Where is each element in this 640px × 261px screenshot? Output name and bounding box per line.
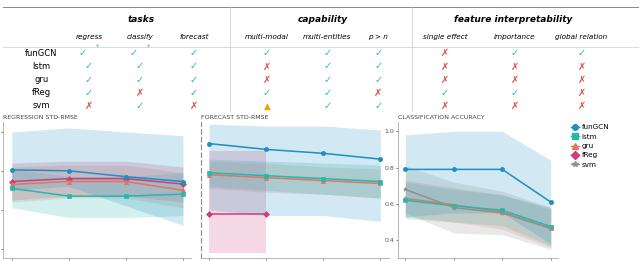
Text: ✗: ✗ bbox=[85, 101, 93, 111]
Text: CLASSIFICATION ACCURACY: CLASSIFICATION ACCURACY bbox=[398, 115, 484, 120]
Text: single effect: single effect bbox=[422, 34, 467, 40]
Text: ✓: ✓ bbox=[136, 62, 144, 72]
Text: p > n: p > n bbox=[368, 34, 388, 40]
Text: ✓: ✓ bbox=[129, 48, 138, 58]
Text: ✓: ✓ bbox=[374, 48, 382, 58]
Text: ✓: ✓ bbox=[323, 62, 332, 72]
Text: ✓: ✓ bbox=[374, 75, 382, 85]
Text: ✓: ✓ bbox=[441, 88, 449, 98]
Text: ✓: ✓ bbox=[323, 101, 332, 111]
Text: ✓: ✓ bbox=[323, 88, 332, 98]
Legend: funGCN, lstm, gru, fReg, svm: funGCN, lstm, gru, fReg, svm bbox=[571, 124, 609, 168]
Text: ✗: ✗ bbox=[441, 62, 449, 72]
Text: *: * bbox=[95, 44, 99, 50]
Text: *: * bbox=[147, 44, 150, 50]
Text: ✗: ✗ bbox=[136, 88, 144, 98]
Text: FORECAST STD-RMSE: FORECAST STD-RMSE bbox=[200, 115, 268, 120]
Text: ✓: ✓ bbox=[85, 75, 93, 85]
Text: ✓: ✓ bbox=[79, 48, 86, 58]
Text: REGRESSION STD-RMSE: REGRESSION STD-RMSE bbox=[3, 115, 78, 120]
Text: capability: capability bbox=[298, 15, 348, 24]
Text: ✓: ✓ bbox=[190, 48, 198, 58]
Text: regress: regress bbox=[76, 34, 102, 40]
Text: ✓: ✓ bbox=[136, 101, 144, 111]
Text: ✓: ✓ bbox=[323, 48, 332, 58]
Text: ✓: ✓ bbox=[190, 88, 198, 98]
Text: ✗: ✗ bbox=[511, 101, 519, 111]
Text: forecast: forecast bbox=[179, 34, 209, 40]
Text: ✗: ✗ bbox=[577, 75, 586, 85]
Text: ✓: ✓ bbox=[190, 62, 198, 72]
Text: multi-entities: multi-entities bbox=[303, 34, 351, 40]
Text: ✓: ✓ bbox=[511, 88, 519, 98]
Text: ✓: ✓ bbox=[511, 48, 519, 58]
Text: ✗: ✗ bbox=[577, 88, 586, 98]
Text: ✓: ✓ bbox=[263, 88, 271, 98]
Text: ✗: ✗ bbox=[577, 62, 586, 72]
Text: feature interpretability: feature interpretability bbox=[454, 15, 572, 24]
Text: ✗: ✗ bbox=[511, 75, 519, 85]
Text: ▲: ▲ bbox=[264, 102, 270, 110]
Text: ✓: ✓ bbox=[374, 101, 382, 111]
Text: ✓: ✓ bbox=[577, 48, 586, 58]
Text: ✓: ✓ bbox=[85, 88, 93, 98]
Text: ✗: ✗ bbox=[190, 101, 198, 111]
Text: ✗: ✗ bbox=[263, 62, 271, 72]
Text: gru: gru bbox=[34, 75, 49, 84]
Text: ✗: ✗ bbox=[577, 101, 586, 111]
Text: fReg: fReg bbox=[32, 88, 51, 97]
Text: multi-modal: multi-modal bbox=[245, 34, 289, 40]
Text: ✗: ✗ bbox=[511, 62, 519, 72]
Text: ✓: ✓ bbox=[374, 62, 382, 72]
Text: global relation: global relation bbox=[556, 34, 607, 40]
Text: ✗: ✗ bbox=[374, 88, 382, 98]
Text: ✓: ✓ bbox=[136, 75, 144, 85]
Text: ✗: ✗ bbox=[441, 48, 449, 58]
Text: ✗: ✗ bbox=[441, 75, 449, 85]
Text: importance: importance bbox=[494, 34, 536, 40]
Text: classify: classify bbox=[127, 34, 153, 40]
Text: funGCN: funGCN bbox=[25, 49, 58, 58]
Text: ✓: ✓ bbox=[263, 48, 271, 58]
Text: ✓: ✓ bbox=[323, 75, 332, 85]
Text: lstm: lstm bbox=[32, 62, 51, 71]
Text: ✓: ✓ bbox=[190, 75, 198, 85]
Text: tasks: tasks bbox=[128, 15, 155, 24]
Text: ✗: ✗ bbox=[441, 101, 449, 111]
Text: ✓: ✓ bbox=[85, 62, 93, 72]
Text: svm: svm bbox=[33, 102, 50, 110]
Text: ✗: ✗ bbox=[263, 75, 271, 85]
